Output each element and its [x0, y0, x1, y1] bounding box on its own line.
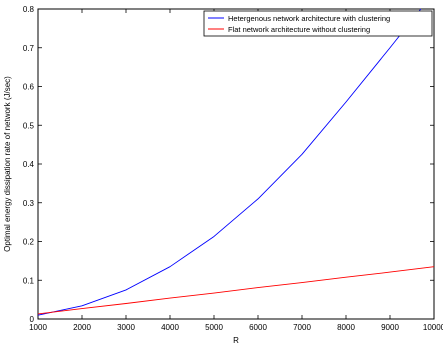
x-tick-label: 4000 [161, 323, 179, 332]
plot-area [37, 8, 435, 320]
x-tick-label: 6000 [249, 323, 267, 332]
y-tick-label: 0.2 [23, 238, 35, 247]
x-tick-label: 8000 [337, 323, 355, 332]
y-axis-label: Optimal energy dissipation rate of netwo… [3, 76, 12, 252]
x-tick-label: 9000 [381, 323, 399, 332]
x-tick-label: 7000 [293, 323, 311, 332]
y-tick-label: 0.4 [23, 160, 35, 169]
y-tick-label: 0.7 [23, 44, 35, 53]
y-tick-label: 0.3 [23, 199, 35, 208]
y-tick-label: 0.8 [23, 5, 35, 14]
y-tick-label: 0.1 [23, 276, 35, 285]
x-tick-label: 10000 [423, 323, 443, 332]
y-axis-ticks: 0 0.1 0.2 0.3 0.4 0.5 0.6 0.7 0.8 [23, 5, 434, 324]
series-line-flat [37, 266, 435, 315]
legend-label-heterogeneous: Hetergenous network architecture with cl… [228, 14, 390, 23]
x-tick-label: 2000 [73, 323, 91, 332]
legend: Hetergenous network architecture with cl… [203, 10, 433, 37]
x-tick-label: 5000 [205, 323, 223, 332]
series-layer [37, 8, 435, 316]
series-line-heterogeneous [37, 8, 422, 316]
legend-box [203, 10, 433, 37]
y-tick-label: 0 [30, 315, 35, 324]
y-tick-label: 0.6 [23, 83, 35, 92]
legend-label-flat: Flat network architecture without cluste… [228, 25, 370, 34]
x-axis-label: R [233, 336, 239, 344]
y-tick-label: 0.5 [23, 121, 35, 130]
x-tick-label: 3000 [117, 323, 135, 332]
x-tick-label: 1000 [29, 323, 47, 332]
x-axis-ticks: 1000 2000 3000 4000 5000 6000 7000 8000 9000 1000… [29, 9, 443, 332]
